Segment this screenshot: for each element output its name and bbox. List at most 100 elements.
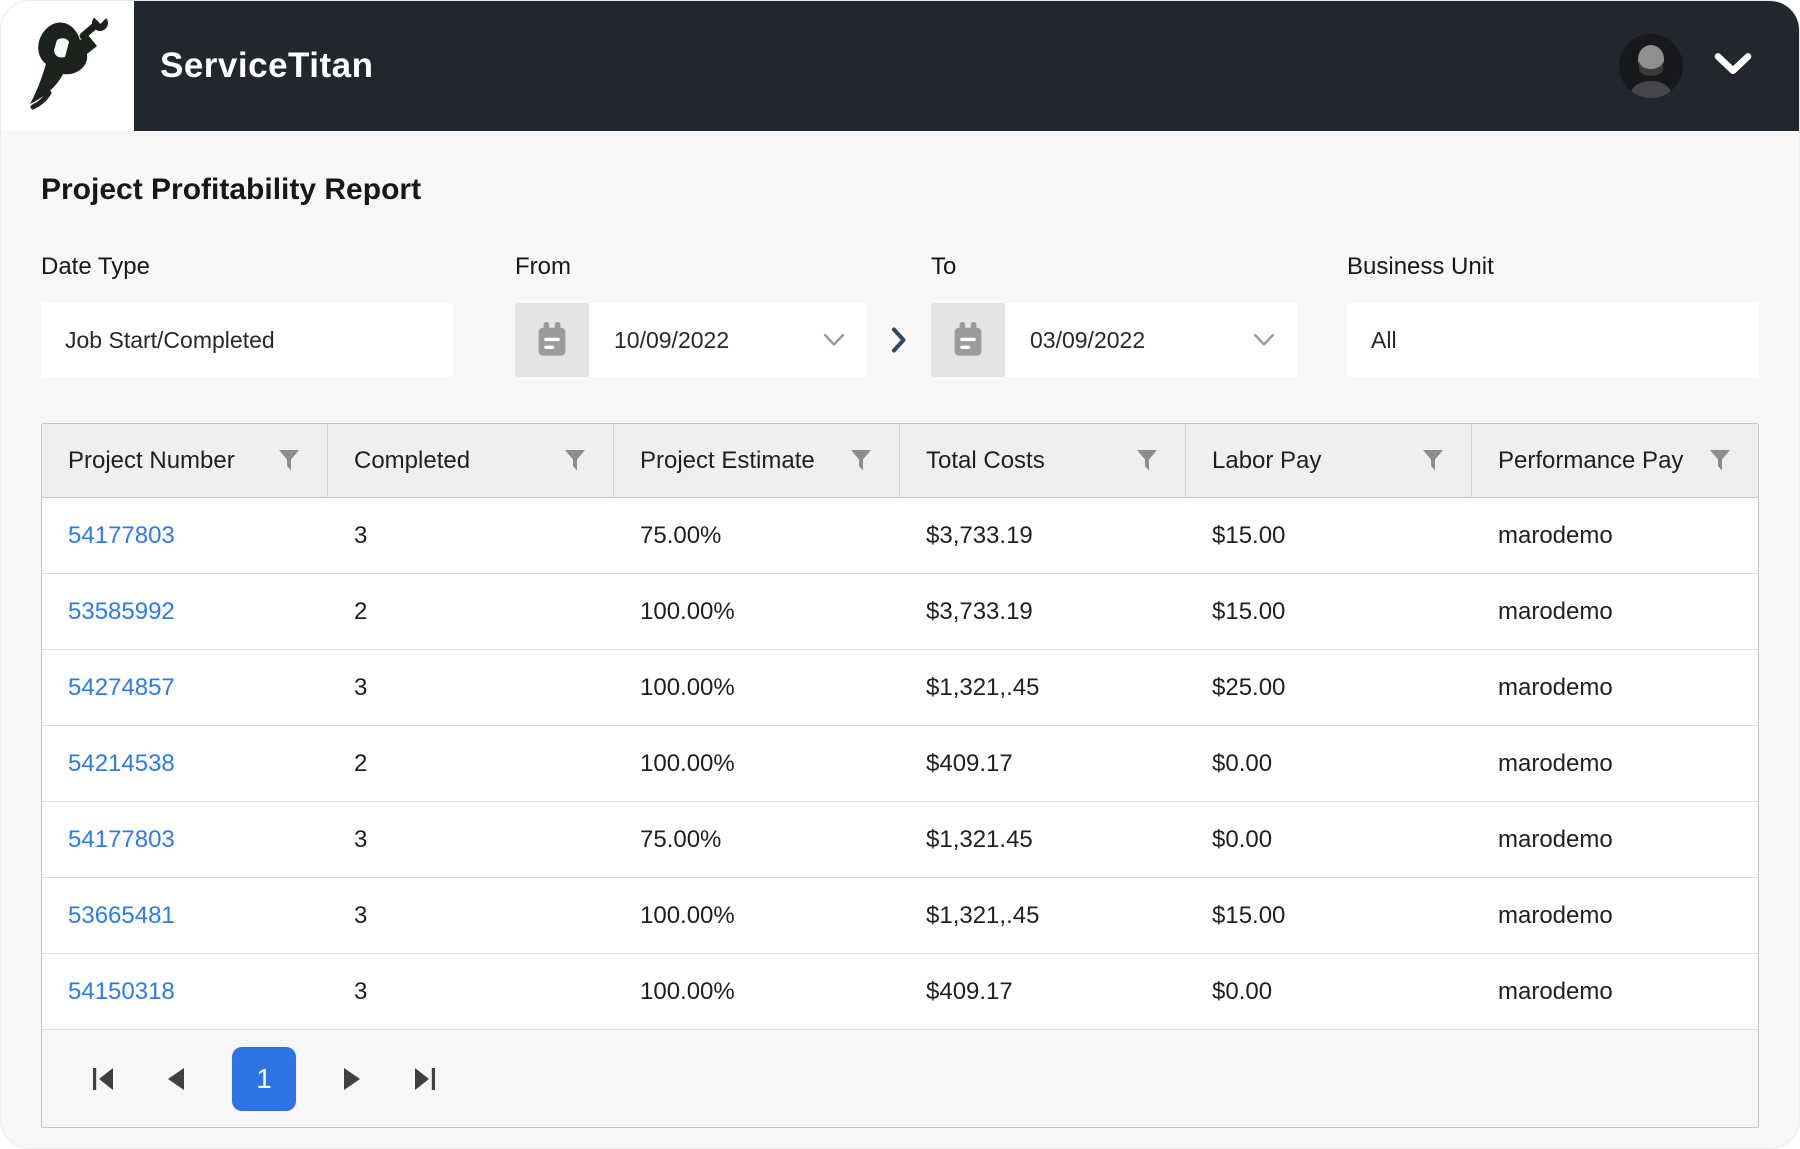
- from-chevron-down-icon[interactable]: [823, 333, 845, 347]
- project-number-link[interactable]: 54177803: [68, 825, 175, 853]
- column-label: Performance Pay: [1498, 446, 1684, 474]
- cell-project-estimate: 75.00%: [640, 825, 722, 853]
- column-label: Completed: [354, 446, 471, 474]
- cell-total-costs: $3,733.19: [926, 597, 1033, 625]
- cell-project-number: 54274857: [42, 650, 328, 725]
- filter-funnel-icon[interactable]: [1135, 448, 1159, 473]
- project-number-link[interactable]: 53665481: [68, 901, 175, 929]
- cell-labor-pay: $15.00: [1212, 901, 1286, 929]
- date-type-value: Job Start/Completed: [65, 326, 275, 353]
- cell-labor-pay: $0.00: [1212, 977, 1273, 1005]
- cell-project-estimate: 75.00%: [640, 521, 722, 549]
- cell-project-number: 53665481: [42, 878, 328, 953]
- from-label: From: [515, 253, 571, 280]
- table-row: 54177803 3 75.00% $1,321.45 $0.00 marode…: [42, 802, 1758, 878]
- cell-performance-pay: marodemo: [1498, 597, 1613, 625]
- cell-total-costs: $409.17: [926, 749, 1013, 777]
- profitability-table: Project Number Completed Project Estimat…: [41, 423, 1759, 1128]
- cell-completed: 2: [354, 749, 368, 777]
- project-number-link[interactable]: 53585992: [68, 597, 175, 625]
- to-chevron-down-icon[interactable]: [1253, 333, 1275, 347]
- column-label: Project Estimate: [640, 446, 815, 474]
- cell-project-estimate: 100.00%: [640, 673, 735, 701]
- filter-funnel-icon[interactable]: [563, 448, 587, 473]
- column-header-total-costs: Total Costs: [900, 424, 1186, 497]
- cell-labor-pay: $0.00: [1212, 825, 1273, 853]
- column-label: Total Costs: [926, 446, 1045, 474]
- table-row: 54177803 3 75.00% $3,733.19 $15.00 marod…: [42, 498, 1758, 574]
- filter-funnel-icon[interactable]: [1421, 448, 1445, 473]
- account-chevron-down-icon[interactable]: [1713, 51, 1753, 82]
- cell-performance-pay: marodemo: [1498, 825, 1613, 853]
- user-menu[interactable]: [1619, 34, 1753, 98]
- cell-completed: 3: [354, 521, 368, 549]
- cell-labor-pay: $15.00: [1212, 521, 1286, 549]
- business-unit-select[interactable]: All: [1347, 303, 1759, 377]
- first-page-button[interactable]: [88, 1064, 118, 1094]
- from-to-arrow-icon: [867, 303, 931, 377]
- project-number-link[interactable]: 54214538: [68, 749, 175, 777]
- cell-performance-pay: marodemo: [1498, 673, 1613, 701]
- table-row: 53585992 2 100.00% $3,733.19 $15.00 maro…: [42, 574, 1758, 650]
- table-row: 54150318 3 100.00% $409.17 $0.00 marodem…: [42, 954, 1758, 1030]
- brand-title: ServiceTitan: [160, 46, 374, 85]
- filter-funnel-icon[interactable]: [1708, 448, 1732, 473]
- column-header-project-estimate: Project Estimate: [614, 424, 900, 497]
- last-page-button[interactable]: [410, 1064, 440, 1094]
- project-number-link[interactable]: 54274857: [68, 673, 175, 701]
- business-unit-value: All: [1371, 326, 1397, 353]
- table-header-row: Project Number Completed Project Estimat…: [42, 424, 1758, 498]
- previous-page-button[interactable]: [162, 1064, 188, 1094]
- cell-project-estimate: 100.00%: [640, 749, 735, 777]
- cell-project-number: 54177803: [42, 498, 328, 573]
- project-number-link[interactable]: 54177803: [68, 521, 175, 549]
- cell-performance-pay: marodemo: [1498, 977, 1613, 1005]
- to-date-filter: To 03/09/2022: [931, 253, 1297, 377]
- column-header-project-number: Project Number: [42, 424, 328, 497]
- cell-total-costs: $3,733.19: [926, 521, 1033, 549]
- cell-total-costs: $409.17: [926, 977, 1013, 1005]
- page-title: Project Profitability Report: [41, 173, 422, 206]
- cell-project-number: 54214538: [42, 726, 328, 801]
- column-label: Labor Pay: [1212, 446, 1322, 474]
- date-type-select[interactable]: Job Start/Completed: [41, 303, 453, 377]
- to-date-value: 03/09/2022: [1030, 326, 1146, 353]
- table-row: 53665481 3 100.00% $1,321,.45 $15.00 mar…: [42, 878, 1758, 954]
- app-header: ServiceTitan: [134, 1, 1799, 131]
- project-number-link[interactable]: 54150318: [68, 977, 175, 1005]
- from-date-value: 10/09/2022: [614, 326, 730, 353]
- pagination-bar: 1: [42, 1030, 1758, 1127]
- cell-labor-pay: $0.00: [1212, 749, 1273, 777]
- date-type-label: Date Type: [41, 253, 150, 280]
- filter-funnel-icon[interactable]: [277, 448, 301, 473]
- cell-performance-pay: marodemo: [1498, 901, 1613, 929]
- to-label: To: [931, 253, 957, 280]
- business-unit-label: Business Unit: [1347, 253, 1494, 280]
- cell-project-estimate: 100.00%: [640, 597, 735, 625]
- to-date-field[interactable]: 03/09/2022: [931, 303, 1297, 377]
- cell-project-number: 54150318: [42, 954, 328, 1029]
- column-header-completed: Completed: [328, 424, 614, 497]
- cell-completed: 3: [354, 825, 368, 853]
- table-row: 54274857 3 100.00% $1,321,.45 $25.00 mar…: [42, 650, 1758, 726]
- cell-total-costs: $1,321,.45: [926, 673, 1040, 701]
- cell-total-costs: $1,321.45: [926, 825, 1033, 853]
- column-header-labor-pay: Labor Pay: [1186, 424, 1472, 497]
- cell-total-costs: $1,321,.45: [926, 901, 1040, 929]
- cell-project-estimate: 100.00%: [640, 901, 735, 929]
- to-calendar-icon[interactable]: [931, 303, 1005, 377]
- next-page-button[interactable]: [340, 1064, 366, 1094]
- page-number-button[interactable]: 1: [232, 1046, 296, 1111]
- cell-performance-pay: marodemo: [1498, 749, 1613, 777]
- top-bar: ServiceTitan: [1, 1, 1799, 131]
- user-avatar[interactable]: [1619, 34, 1683, 98]
- from-date-filter: From 10/09/2022: [515, 253, 867, 377]
- from-calendar-icon[interactable]: [515, 303, 589, 377]
- from-date-field[interactable]: 10/09/2022: [515, 303, 867, 377]
- column-header-performance-pay: Performance Pay: [1472, 424, 1758, 497]
- date-type-filter: Date Type Job Start/Completed: [41, 253, 453, 377]
- business-unit-filter: Business Unit All: [1347, 253, 1759, 377]
- column-label: Project Number: [68, 446, 235, 474]
- filter-funnel-icon[interactable]: [849, 448, 873, 473]
- cell-labor-pay: $25.00: [1212, 673, 1286, 701]
